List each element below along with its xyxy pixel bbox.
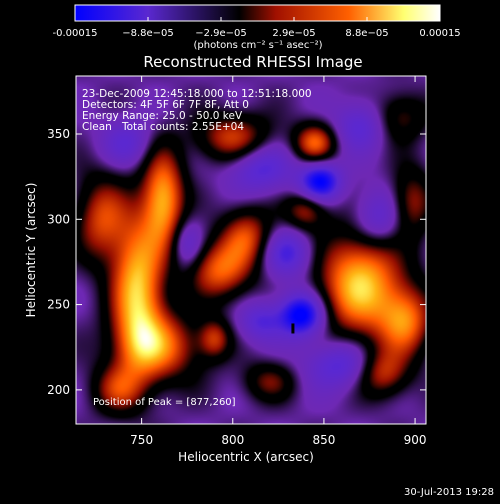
plot-frame — [75, 75, 427, 425]
heatmap-container — [76, 76, 426, 424]
colorbar-tick-label: 0.00015 — [419, 28, 460, 39]
y-tick-label: 350 — [47, 127, 70, 141]
chart-title: Reconstructed RHESSI Image — [143, 53, 362, 71]
colorbar-ticks: -0.00015 −8.8e−05 −2.9e−05 2.9e−05 8.8e−05 0.… — [53, 17, 461, 39]
colorbar-tick-label: -0.00015 — [53, 28, 98, 39]
colorbar-tick-label: 2.9e−05 — [272, 28, 315, 39]
x-axis-label: Heliocentric X (arcsec) — [178, 450, 314, 464]
peak-marker — [291, 323, 295, 334]
colorbar-tick-label: 8.8e−05 — [345, 28, 388, 39]
annotation-detectors: Detectors: 4F 5F 6F 7F 8F, Att 0 — [82, 99, 249, 111]
x-tick-label: 900 — [404, 433, 427, 447]
footer-timestamp: 30-Jul-2013 19:28 — [404, 487, 494, 498]
x-axis: 750 800 850 900 — [130, 76, 427, 447]
colorbar-tick-label: −8.8e−05 — [122, 28, 174, 39]
x-tick-label: 800 — [221, 433, 244, 447]
annotation-method: Clean — [82, 121, 112, 133]
annotation-counts: Total counts: 2.55E+04 — [121, 121, 244, 133]
annotation-time: 23-Dec-2009 12:45:18.000 to 12:51:18.000 — [82, 88, 312, 100]
x-tick-label: 850 — [312, 433, 335, 447]
colorbar-units: (photons cm⁻² s⁻¹ asec⁻²) — [193, 40, 322, 51]
y-axis: 200 250 300 350 — [47, 127, 426, 397]
annotation-energy: Energy Range: 25.0 - 50.0 keV — [82, 110, 243, 122]
colorbar — [74, 4, 441, 22]
colorbar-tick-label: −2.9e−05 — [195, 28, 247, 39]
x-tick-label: 750 — [130, 433, 153, 447]
y-tick-label: 300 — [47, 212, 70, 226]
y-tick-label: 250 — [47, 298, 70, 312]
peak-position-label: Position of Peak = [877,260] — [93, 397, 236, 408]
heatmap-image — [76, 76, 426, 424]
y-tick-label: 200 — [47, 383, 70, 397]
y-axis-label: Heliocentric Y (arcsec) — [24, 183, 38, 318]
